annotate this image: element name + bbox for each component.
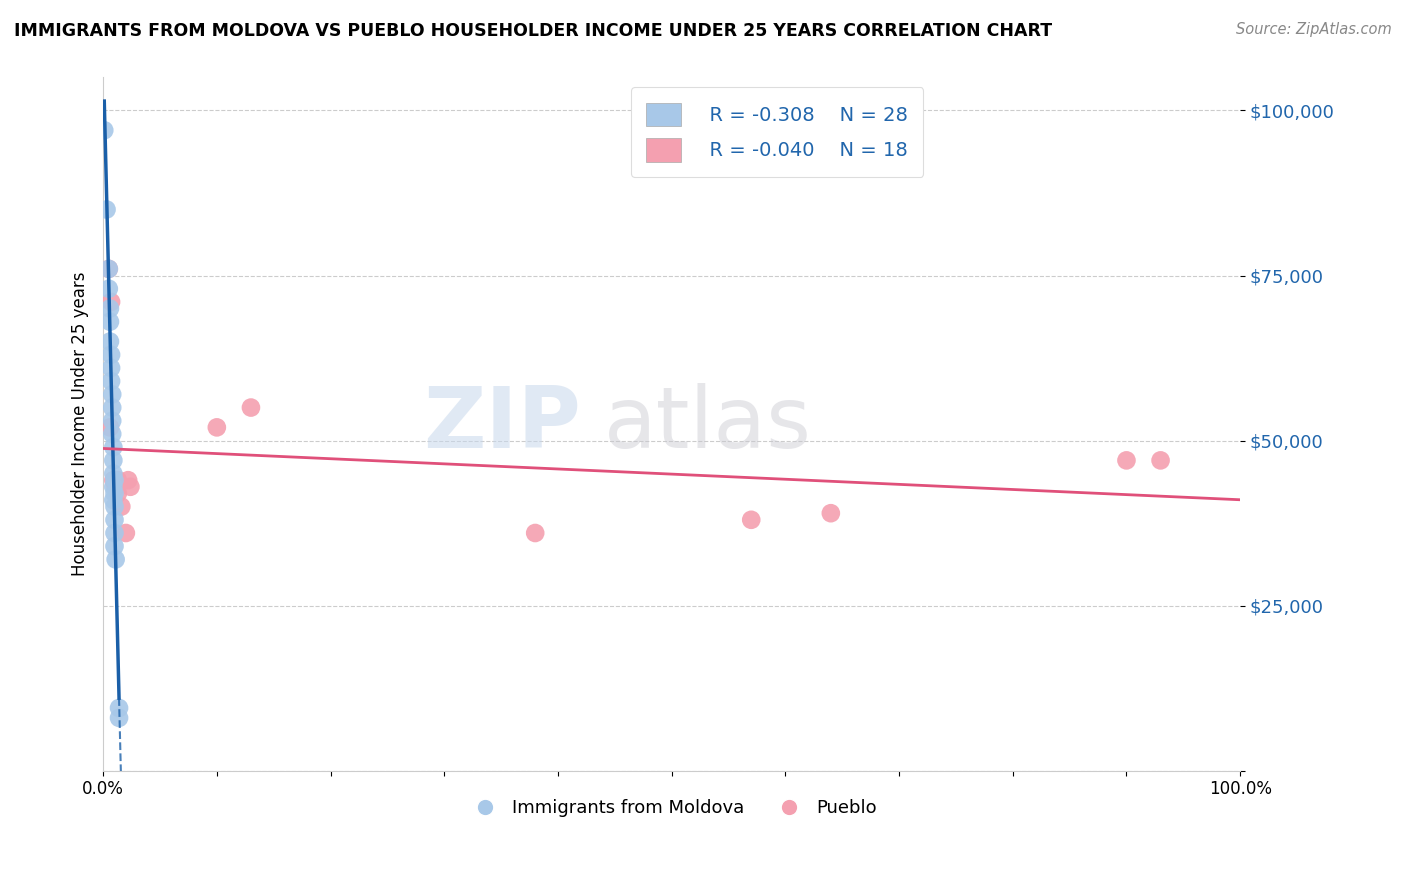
Point — [107, 486, 129, 500]
Point — [103, 500, 125, 514]
Point — [103, 493, 125, 508]
Point — [98, 315, 121, 329]
Point — [820, 506, 842, 520]
Point — [103, 480, 125, 494]
Point — [103, 473, 125, 487]
Point — [104, 480, 127, 494]
Point — [101, 414, 124, 428]
Point — [1115, 453, 1137, 467]
Point — [97, 282, 120, 296]
Point — [103, 539, 125, 553]
Point — [107, 473, 129, 487]
Point — [115, 526, 138, 541]
Text: ZIP: ZIP — [423, 383, 581, 466]
Point — [103, 526, 125, 541]
Legend: Immigrants from Moldova, Pueblo: Immigrants from Moldova, Pueblo — [460, 791, 884, 824]
Point — [98, 334, 121, 349]
Point — [103, 467, 125, 481]
Point — [108, 711, 131, 725]
Text: Source: ZipAtlas.com: Source: ZipAtlas.com — [1236, 22, 1392, 37]
Point — [104, 552, 127, 566]
Y-axis label: Householder Income Under 25 years: Householder Income Under 25 years — [72, 272, 89, 576]
Point — [740, 513, 762, 527]
Point — [100, 360, 122, 375]
Point — [103, 513, 125, 527]
Point — [93, 123, 115, 137]
Text: atlas: atlas — [603, 383, 811, 466]
Point — [110, 500, 132, 514]
Point — [98, 301, 121, 316]
Point — [98, 420, 121, 434]
Point — [100, 294, 122, 309]
Point — [1149, 453, 1171, 467]
Point — [103, 440, 125, 454]
Point — [108, 701, 131, 715]
Point — [103, 486, 125, 500]
Point — [101, 401, 124, 415]
Point — [103, 453, 125, 467]
Point — [103, 473, 125, 487]
Point — [97, 261, 120, 276]
Point — [117, 473, 139, 487]
Point — [239, 401, 262, 415]
Point — [524, 526, 547, 541]
Point — [100, 374, 122, 388]
Point — [101, 427, 124, 442]
Text: IMMIGRANTS FROM MOLDOVA VS PUEBLO HOUSEHOLDER INCOME UNDER 25 YEARS CORRELATION : IMMIGRANTS FROM MOLDOVA VS PUEBLO HOUSEH… — [14, 22, 1052, 40]
Point — [100, 348, 122, 362]
Point — [120, 480, 142, 494]
Point — [96, 202, 118, 217]
Point — [205, 420, 228, 434]
Point — [101, 387, 124, 401]
Point — [97, 261, 120, 276]
